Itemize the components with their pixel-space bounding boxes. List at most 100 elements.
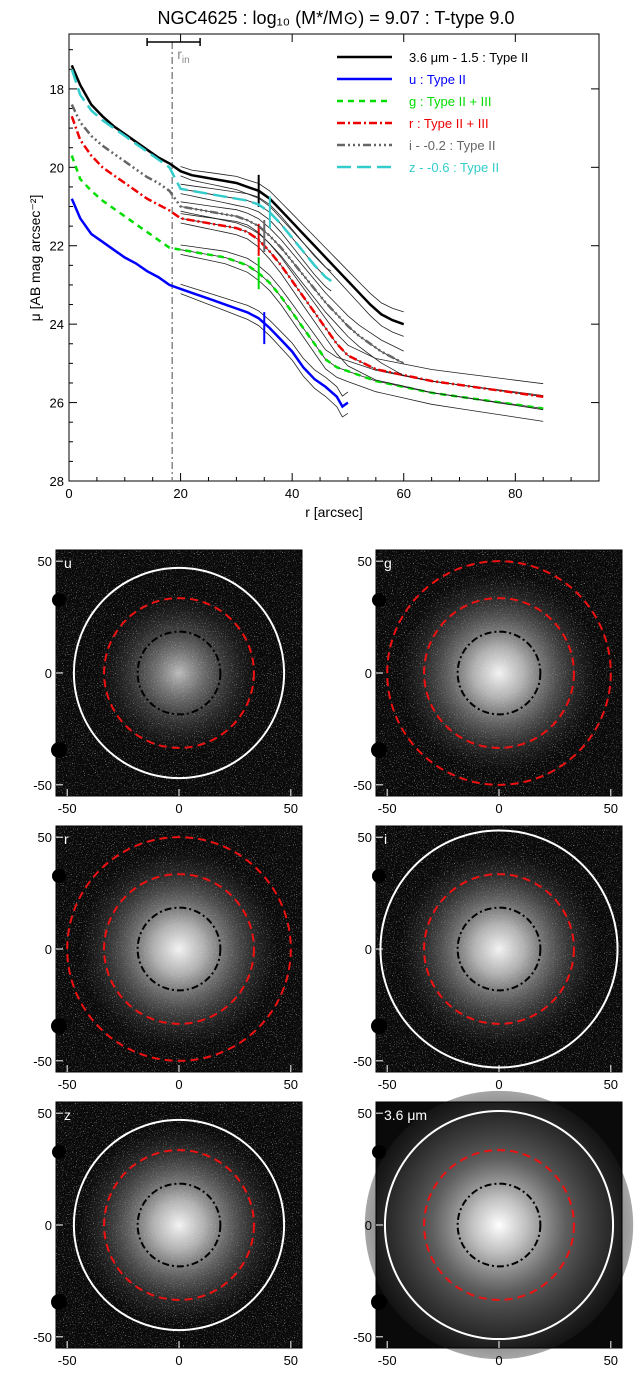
panel-label: 3.6 μm: [384, 1107, 427, 1123]
profile-plot: 0 20 40 60 80 18 20 22 24 26 28 rin 3.6 μm - 1.5 : …: [27, 33, 600, 520]
legend-label: r : Type II + III: [409, 116, 489, 131]
y-tick-label: -50: [33, 1054, 52, 1069]
fit-line: [180, 210, 404, 376]
fit-line: [180, 193, 332, 292]
white-circle: [72, 1118, 286, 1332]
red-circle: [423, 1149, 575, 1301]
panel-label: r: [64, 831, 69, 847]
red-circle: [103, 1149, 255, 1301]
red-circle: [423, 597, 575, 749]
galaxy-glow: [398, 572, 600, 774]
y-tick-label: 0: [45, 942, 52, 957]
x-tick-label: 0: [175, 1077, 182, 1092]
y-tick-label: 24: [50, 317, 64, 332]
y-tick-label: 18: [50, 82, 64, 97]
r-in-label: rin: [177, 46, 189, 66]
x-axis-label: r [arcsec]: [305, 504, 363, 520]
x-tick-label: -50: [58, 801, 77, 816]
fit-line: [180, 175, 404, 337]
x-tick-label: 50: [284, 801, 298, 816]
x-tick-label: 50: [284, 1077, 298, 1092]
fit-line: [180, 222, 544, 411]
legend: 3.6 μm - 1.5 : Type II u : Type II g : Typ…: [337, 50, 528, 175]
x-tick-label: 0: [495, 1353, 502, 1368]
red-circle: [423, 873, 575, 1025]
fit-line: [180, 183, 332, 272]
fit-line: [180, 293, 349, 418]
legend-label: g : Type II + III: [409, 94, 492, 109]
x-tick-label: 0: [65, 486, 72, 501]
plot-frame: [68, 33, 600, 482]
x-tick-label: 0: [175, 1353, 182, 1368]
x-tick-label: 50: [284, 1353, 298, 1368]
image-panel-1: g -50 0 50 50 0 -50: [353, 549, 623, 816]
y-tick-label: -50: [353, 1054, 372, 1069]
y-tick-label: 50: [38, 1106, 52, 1121]
white-circle: [383, 1109, 615, 1341]
series-line: [70, 115, 544, 398]
y-tick-label: -50: [353, 778, 372, 793]
mask-blob: [372, 1145, 386, 1159]
x-tick-label: 50: [604, 801, 618, 816]
galaxy-glow: [98, 592, 260, 754]
chart-title: NGC4625 : log₁₀ (M*/M⊙) = 9.07 : T-type …: [158, 8, 515, 28]
y-tick-label: 50: [358, 554, 372, 569]
black-circle: [136, 1182, 222, 1268]
y-tick-label: -50: [353, 1330, 372, 1345]
panel-label: z: [64, 1107, 71, 1123]
y-tick-label: 0: [365, 942, 372, 957]
image-panel-4: z -50 0 50 50 0 -50: [33, 1101, 303, 1368]
x-tick-label: 50: [604, 1353, 618, 1368]
image-panel-3: i -50 0 50 50 0 -50: [353, 825, 623, 1092]
black-circle: [136, 906, 222, 992]
panel-label: g: [384, 555, 392, 571]
mask-blob: [52, 593, 66, 607]
series-lines: [70, 64, 544, 422]
axis-ticks: 0 20 40 60 80 18 20 22 24 26 28 rin: [50, 34, 599, 501]
mask-blob: [372, 593, 386, 607]
y-tick-label: -50: [33, 1330, 52, 1345]
galaxy-glow: [364, 1090, 634, 1360]
x-tick-label: 80: [508, 486, 522, 501]
mask-blob: [371, 742, 387, 758]
x-tick-label: -50: [378, 1077, 397, 1092]
series-line: [70, 104, 405, 365]
red-outer-circle: [66, 836, 292, 1062]
x-tick-label: -50: [378, 1353, 397, 1368]
mask-blob: [372, 869, 386, 883]
panel-label: u: [64, 555, 72, 571]
fit-line: [180, 201, 404, 352]
image-panel-2: r -50 0 50 50 0 -50: [33, 825, 303, 1092]
x-tick-label: -50: [378, 801, 397, 816]
y-tick-label: 28: [50, 474, 64, 489]
mask-blob: [51, 1294, 67, 1310]
series-line: [70, 64, 405, 326]
image-panel-5: 3.6 μm -50 0 50 50 0 -50: [353, 1090, 634, 1368]
mask-blob: [371, 1018, 387, 1034]
fit-line: [180, 254, 544, 422]
black-circle: [456, 906, 542, 992]
x-tick-label: 0: [495, 801, 502, 816]
black-circle: [456, 1182, 542, 1268]
y-tick-label: -50: [33, 778, 52, 793]
mask-blob: [52, 869, 66, 883]
x-tick-label: 40: [285, 486, 299, 501]
fit-line: [180, 283, 349, 397]
x-tick-label: 20: [173, 486, 187, 501]
fit-line: [180, 249, 544, 409]
legend-label: u : Type II: [409, 72, 466, 87]
x-tick-label: 50: [604, 1077, 618, 1092]
image-panel-0: u -50 0 50 50 0 -50: [33, 549, 303, 816]
mask-blob: [371, 1294, 387, 1310]
y-axis-label: μ [AB mag arcsec⁻²]: [27, 195, 43, 322]
x-tick-label: 60: [397, 486, 411, 501]
y-tick-label: 50: [358, 830, 372, 845]
mask-blob: [51, 742, 67, 758]
y-tick-label: 0: [45, 666, 52, 681]
galaxy-glow: [398, 848, 600, 1050]
y-tick-label: 22: [50, 239, 64, 254]
galaxy-glow: [78, 1124, 280, 1326]
red-circle: [103, 873, 255, 1025]
